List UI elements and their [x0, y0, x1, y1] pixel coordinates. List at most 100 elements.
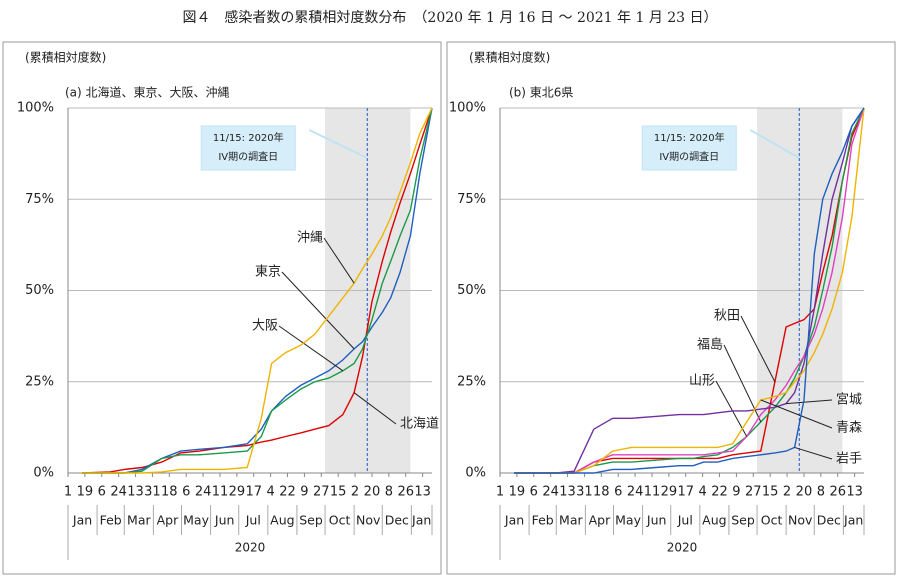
x-tick-label: 27 [313, 485, 330, 500]
leader-line [794, 446, 833, 460]
x-tick-label: 2 [351, 485, 359, 500]
x-tick-label: 18 [593, 485, 610, 500]
x-tick-label: 13 [414, 485, 431, 500]
series-line [82, 107, 433, 474]
x-tick-label: 31 [144, 485, 161, 500]
callout-text: 11/15: 2020年 [213, 131, 284, 144]
x-tick-label: 1 [496, 485, 504, 500]
x-tick-label: 8 [385, 485, 393, 500]
y-axis-label: (累積相対度数) [469, 50, 550, 65]
month-label: Apr [589, 513, 611, 528]
y-tick-label: 0% [465, 466, 486, 481]
x-tick-label: 22 [711, 485, 728, 500]
series-label: 宮城 [836, 392, 862, 408]
month-label: Nov [356, 513, 381, 528]
x-tick-label: 31 [576, 485, 593, 500]
year-label: 2020 [667, 541, 698, 555]
month-label: Jul [245, 513, 261, 528]
panel-frame [2, 41, 442, 575]
month-label: Nov [788, 513, 813, 528]
month-label: May [615, 513, 641, 528]
series-label: 山形 [689, 374, 715, 389]
x-tick-label: 13 [559, 485, 576, 500]
month-label: Aug [702, 513, 726, 528]
year-label: 2020 [235, 541, 266, 555]
x-tick-label: 24 [627, 485, 644, 500]
x-tick-label: 11 [644, 485, 661, 500]
month-label: Jun [214, 513, 235, 528]
month-label: Apr [157, 513, 179, 528]
month-label: Sep [731, 513, 755, 528]
month-label: May [183, 513, 209, 528]
x-tick-label: 24 [110, 485, 127, 500]
x-tick-label: 9 [732, 485, 740, 500]
x-tick-label: 20 [796, 485, 813, 500]
month-label: Oct [761, 513, 783, 528]
y-tick-label: 25% [25, 374, 54, 389]
x-tick-label: 19 [509, 485, 526, 500]
x-tick-label: 17 [245, 485, 262, 500]
series-line [514, 107, 865, 474]
y-tick-label: 100% [17, 101, 54, 116]
x-tick-label: 29 [229, 485, 246, 500]
month-label: Jan [843, 513, 863, 528]
subtitle: (a) 北海道、東京、大阪、沖縄 [65, 85, 230, 100]
x-tick-label: 26 [397, 485, 414, 500]
y-tick-label: 0% [33, 466, 54, 481]
leader-line [281, 271, 355, 350]
y-tick-label: 75% [25, 192, 54, 207]
callout-box [200, 125, 296, 171]
series-label: 福島 [697, 338, 723, 353]
month-label: Feb [100, 513, 122, 528]
y-tick-label: 75% [457, 192, 486, 207]
x-tick-label: 27 [745, 485, 762, 500]
series-label: 大阪 [252, 319, 278, 334]
month-label: Jan [411, 513, 431, 528]
x-tick-label: 17 [677, 485, 694, 500]
y-tick-label: 50% [457, 283, 486, 298]
month-label: Dec [385, 513, 409, 528]
y-tick-label: 50% [25, 283, 54, 298]
y-tick-label: 100% [449, 101, 486, 116]
x-tick-label: 24 [542, 485, 559, 500]
series-label: 岩手 [836, 452, 862, 467]
month-label: Mar [127, 513, 151, 528]
x-tick-label: 18 [161, 485, 178, 500]
month-label: Oct [329, 513, 351, 528]
page-title: 図４ 感染者数の累積相対度数分布 （2020 年 1 月 16 日 ～ 2021… [182, 9, 717, 26]
x-tick-label: 13 [127, 485, 144, 500]
x-tick-label: 20 [364, 485, 381, 500]
leader-line [323, 237, 355, 284]
series-line [514, 107, 865, 474]
x-tick-label: 19 [77, 485, 94, 500]
month-label: Jan [72, 513, 92, 528]
month-label: Dec [817, 513, 841, 528]
x-tick-label: 4 [266, 485, 274, 500]
series-label: 秋田 [714, 309, 740, 324]
x-tick-label: 1 [64, 485, 72, 500]
callout-text: IV期の調査日 [659, 150, 719, 163]
leader-line [353, 392, 397, 425]
callout-leader [308, 129, 368, 159]
y-tick-label: 25% [457, 374, 486, 389]
leader-line [786, 399, 833, 405]
month-label: Mar [559, 513, 583, 528]
x-tick-label: 15 [330, 485, 347, 500]
x-tick-label: 11 [212, 485, 229, 500]
series-line [82, 107, 433, 474]
series-line [514, 107, 865, 474]
series-label: 北海道 [400, 417, 439, 432]
x-tick-label: 15 [762, 485, 779, 500]
month-label: Aug [270, 513, 294, 528]
leader-line [278, 325, 344, 372]
series-line [514, 107, 865, 474]
month-label: Jul [677, 513, 693, 528]
x-tick-label: 9 [300, 485, 308, 500]
callout-box [641, 125, 737, 171]
month-label: Jan [504, 513, 524, 528]
x-tick-label: 6 [614, 485, 622, 500]
callout-leader [749, 129, 800, 159]
x-tick-label: 8 [817, 485, 825, 500]
